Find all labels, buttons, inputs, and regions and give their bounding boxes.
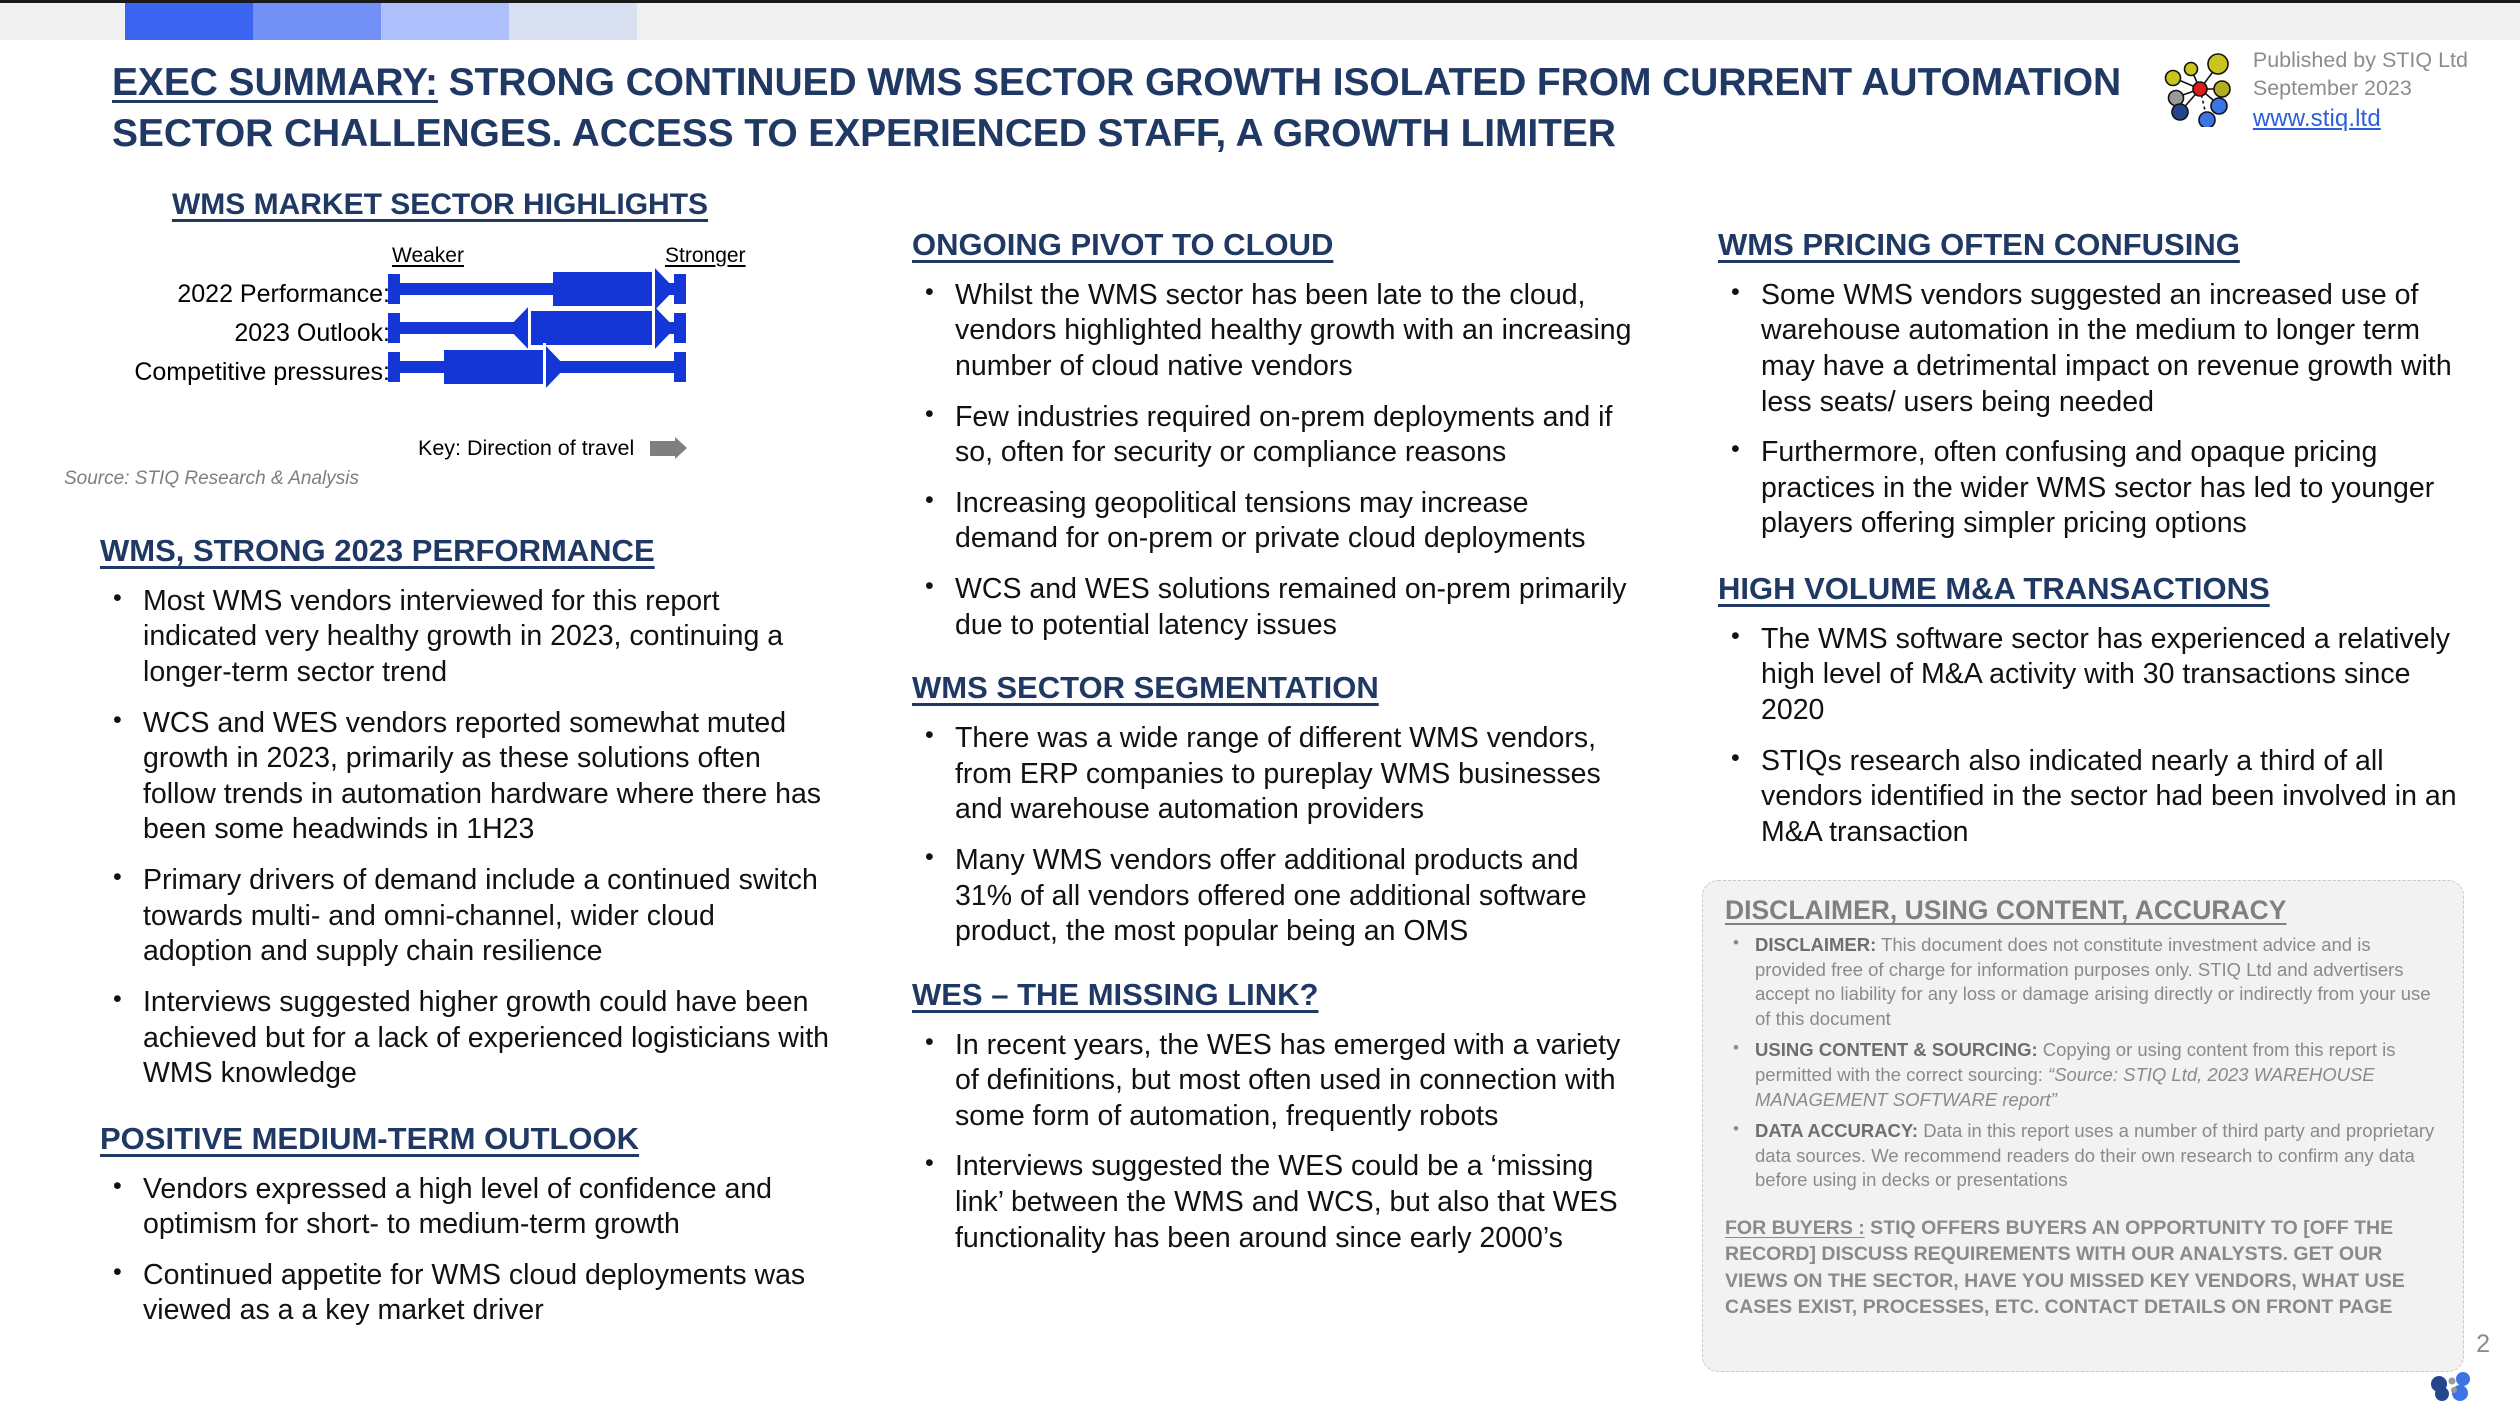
chart-row-1-notch-left	[528, 304, 531, 352]
list-item: DATA ACCURACY: Data in this report uses …	[1725, 1118, 2443, 1193]
section-heading-ongoing-pivot-cloud: ONGOING PIVOT TO CLOUD	[912, 227, 1334, 262]
chart-row-label-1: 2023 Outlook:	[234, 319, 390, 347]
market-highlights-chart: Weaker Stronger 2022 Performance: 2023 O…	[100, 244, 830, 462]
section-bullets-wms-strong-2023: Most WMS vendors interviewed for this re…	[100, 583, 830, 1092]
chart-row-label-2: Competitive pressures:	[134, 358, 390, 386]
axis-label-weaker: Weaker	[392, 244, 464, 267]
left-column: WMS MARKET SECTOR HIGHLIGHTS Weaker Stro…	[64, 0, 830, 1330]
chart-row-1-end-cap	[674, 313, 686, 343]
chart-row-1-notch-right	[652, 304, 655, 352]
section-heading-high-volume-ma: HIGH VOLUME M&A TRANSACTIONS	[1718, 571, 2270, 607]
list-item: Most WMS vendors interviewed for this re…	[100, 583, 830, 691]
publisher-url-link[interactable]: www.stiq.ltd	[2252, 104, 2381, 132]
stiq-logo-icon	[2164, 53, 2231, 127]
chart-row-1-arrow-right-icon	[652, 304, 675, 352]
chart-row-0-band	[553, 265, 675, 313]
list-item: Whilst the WMS sector has been late to t…	[912, 277, 1632, 385]
topbar-block-1	[125, 3, 253, 40]
list-item: There was a wide range of different WMS …	[912, 720, 1632, 828]
list-item: DISCLAIMER: This document does not const…	[1725, 932, 2443, 1031]
for-buyers-label: FOR BUYERS :	[1725, 1216, 1865, 1239]
list-item: Many WMS vendors offer additional produc…	[912, 842, 1632, 950]
list-item: Continued appetite for WMS cloud deploym…	[100, 1257, 830, 1329]
disclaimer-text-1: Copying or using content from this repor…	[1755, 1039, 2396, 1085]
top-decorative-bar	[0, 0, 2520, 40]
corner-logo-icon	[2431, 1372, 2470, 1401]
section-heading-positive-medium-term: POSITIVE MEDIUM-TERM OUTLOOK	[100, 1120, 640, 1156]
for-buyers-note: FOR BUYERS : STIQ OFFERS BUYERS AN OPPOR…	[1725, 1215, 2443, 1321]
disclaimer-list: DISCLAIMER: This document does not const…	[1725, 932, 2443, 1193]
section-bullets-positive-medium-term: Vendors expressed a high level of confid…	[100, 1171, 830, 1330]
publisher-date: September 2023	[2252, 75, 2412, 100]
publisher-block: Published by STIQ Ltd September 2023 www…	[2161, 47, 2468, 134]
chart-legend: Key: Direction of travel	[418, 436, 688, 461]
list-item: Interviews suggested higher growth could…	[100, 984, 830, 1092]
axis-label-stronger: Stronger	[665, 244, 746, 267]
disclaimer-label-0: DISCLAIMER:	[1755, 934, 1877, 955]
chart-source-note: Source: STIQ Research & Analysis	[64, 468, 359, 489]
section-bullets-high-volume-ma: The WMS software sector has experienced …	[1718, 621, 2468, 851]
disclaimer-text-0: This document does not constitute invest…	[1755, 934, 2431, 1029]
list-item: The WMS software sector has experienced …	[1718, 621, 2468, 729]
topbar-block-4	[509, 3, 637, 40]
section-bullets-ongoing-pivot-cloud: Whilst the WMS sector has been late to t…	[912, 277, 1632, 644]
section-heading-wms-pricing-confusing: WMS PRICING OFTEN CONFUSING	[1718, 227, 2240, 262]
for-buyers-text: STIQ OFFERS BUYERS AN OPPORTUNITY TO [OF…	[1725, 1216, 2405, 1319]
list-item: Few industries required on-prem deployme…	[912, 399, 1632, 471]
list-item: Interviews suggested the WES could be a …	[912, 1148, 1632, 1256]
list-item: Furthermore, often confusing and opaque …	[1718, 434, 2468, 542]
list-item: WCS and WES vendors reported somewhat mu…	[100, 705, 830, 849]
chart-row-label-0: 2022 Performance:	[177, 280, 390, 308]
list-item: Vendors expressed a high level of confid…	[100, 1171, 830, 1243]
chart-row-0-end-cap	[674, 274, 686, 304]
chart-row-2-notch	[543, 343, 546, 391]
publisher-line-1: Published by STIQ Ltd	[2252, 48, 2468, 72]
list-item: In recent years, the WES has emerged wit…	[912, 1027, 1632, 1135]
chart-row-2-end-cap	[674, 352, 686, 382]
disclaimer-title: DISCLAIMER, USING CONTENT, ACCURACY	[1725, 895, 2287, 925]
section-bullets-wms-sector-segmentation: There was a wide range of different WMS …	[912, 720, 1632, 950]
section-heading-wes-missing-link: WES – THE MISSING LINK?	[912, 976, 1319, 1012]
disclaimer-label-1: USING CONTENT & SOURCING:	[1755, 1039, 2038, 1061]
topbar-block-3	[381, 3, 509, 40]
list-item: Primary drivers of demand include a cont…	[100, 862, 830, 970]
list-item: Increasing geopolitical tensions may inc…	[912, 485, 1632, 557]
chart-legend-arrow-icon	[650, 437, 688, 459]
page-title-rest: STRONG CONTINUED WMS SECTOR GROWTH ISOLA…	[112, 61, 2122, 155]
topbar-block-2	[253, 3, 381, 40]
page-number: 2	[2476, 1330, 2490, 1358]
chart-row-2-arrow-right-icon	[543, 343, 566, 391]
chart-row-0-notch	[652, 265, 655, 313]
chart-title: WMS MARKET SECTOR HIGHLIGHTS	[171, 188, 709, 221]
middle-column: ONGOING PIVOT TO CLOUD Whilst the WMS se…	[912, 0, 1632, 1256]
page-title-lead: EXEC SUMMARY:	[112, 61, 438, 104]
disclaimer-box: DISCLAIMER, USING CONTENT, ACCURACY DISC…	[1702, 880, 2464, 1372]
list-item: STIQs research also indicated nearly a t…	[1718, 743, 2468, 851]
chart-row-1-band	[508, 304, 675, 352]
chart-row-2-band	[444, 343, 566, 391]
list-item: USING CONTENT & SOURCING: Copying or usi…	[1725, 1037, 2443, 1112]
chart-row-1-arrow-left-icon	[508, 304, 531, 352]
list-item: WCS and WES solutions remained on-prem p…	[912, 571, 1632, 643]
section-bullets-wes-missing-link: In recent years, the WES has emerged wit…	[912, 1027, 1632, 1257]
section-bullets-wms-pricing-confusing: Some WMS vendors suggested an increased …	[1718, 277, 2468, 542]
page-title: EXEC SUMMARY: STRONG CONTINUED WMS SECTO…	[112, 58, 2172, 159]
right-column: WMS PRICING OFTEN CONFUSING Some WMS ven…	[1718, 0, 2468, 851]
disclaimer-label-2: DATA ACCURACY:	[1755, 1120, 1919, 1142]
chart-legend-label: Key: Direction of travel	[418, 436, 635, 460]
section-heading-wms-sector-segmentation: WMS SECTOR SEGMENTATION	[912, 670, 1379, 706]
disclaimer-text-2: Data in this report uses a number of thi…	[1755, 1120, 2435, 1191]
chart-row-0-arrow-right-icon	[652, 265, 675, 313]
disclaimer-citation-1: “Source: STIQ Ltd, 2023 WAREHOUSE MANAGE…	[1755, 1063, 2375, 1110]
list-item: Some WMS vendors suggested an increased …	[1718, 277, 2468, 421]
section-heading-wms-strong-2023: WMS, STRONG 2023 PERFORMANCE	[100, 533, 655, 568]
